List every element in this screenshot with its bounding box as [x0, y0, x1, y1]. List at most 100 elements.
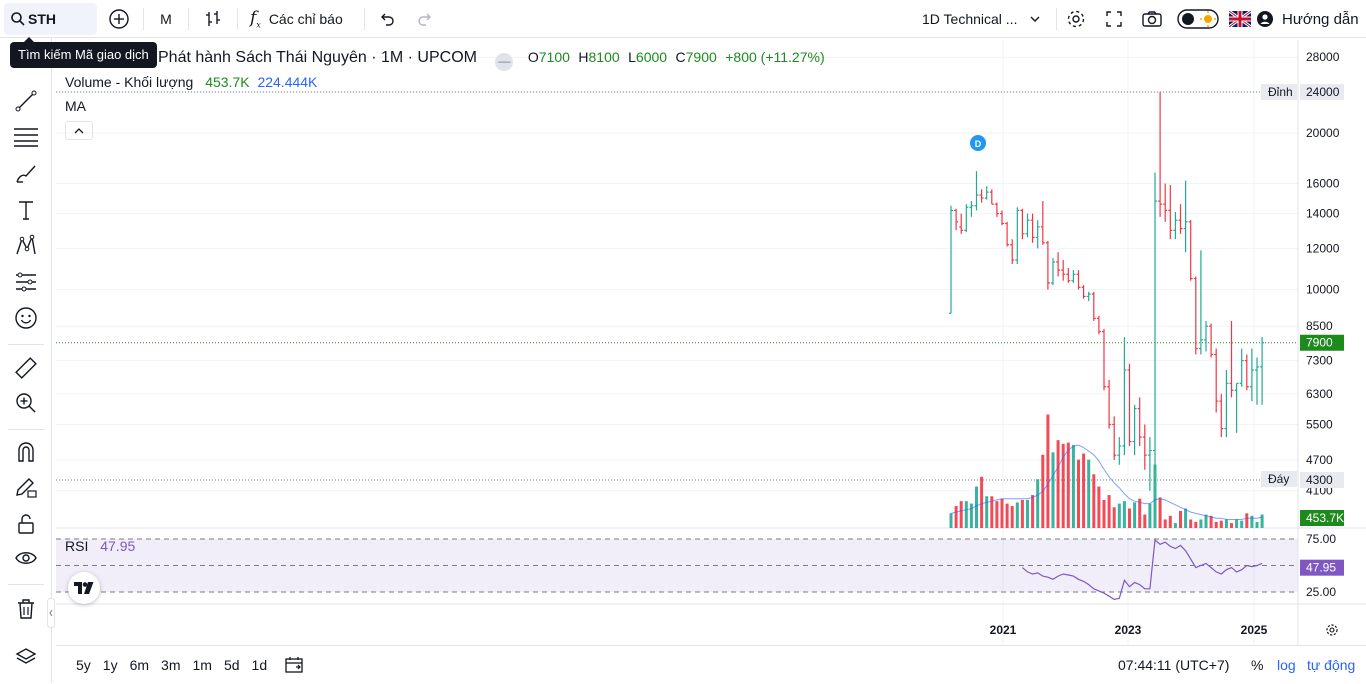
toolbar-collapse-handle[interactable]	[47, 598, 55, 628]
symbol-search-button[interactable]: STH	[4, 3, 97, 35]
range-button-1m[interactable]: 1m	[192, 657, 212, 673]
axis-settings-icon	[1326, 624, 1338, 636]
theme-toggle[interactable]	[1177, 0, 1219, 38]
ohlc-bar	[1168, 184, 1173, 240]
range-button-3m[interactable]: 3m	[161, 657, 181, 673]
volume-bar	[1082, 453, 1086, 528]
last-volume-badge-bg	[1300, 510, 1344, 526]
symbol-label: STH	[28, 11, 56, 27]
bottom-toolbar: 5y 1y 6m 3m 1m 5d 1d 07:44:11 (UTC+7) % log tự…	[56, 645, 1366, 683]
redo-icon	[418, 13, 431, 26]
settings-button[interactable]	[1065, 0, 1087, 38]
volume-bar	[1224, 519, 1228, 528]
hide-drawings-tool[interactable]	[12, 544, 40, 572]
range-button-1d[interactable]: 1d	[251, 657, 268, 673]
ohlc-bar	[1158, 92, 1163, 217]
undo-button[interactable]	[377, 0, 397, 38]
ruler-icon	[15, 357, 37, 379]
volume-bar	[1010, 506, 1014, 528]
ohlc-bar	[1132, 404, 1137, 456]
prediction-tool[interactable]	[12, 268, 40, 296]
volume-bar	[1112, 507, 1116, 528]
volume-bar	[1148, 503, 1152, 528]
auto-scale-toggle[interactable]: tự động	[1307, 657, 1356, 673]
collapse-legend-button[interactable]	[65, 121, 93, 140]
trendline-tool[interactable]	[12, 87, 40, 115]
range-button-1y[interactable]: 1y	[102, 657, 118, 673]
layout-select[interactable]: 1D Technical ...	[922, 0, 1041, 38]
high-value: 8100	[588, 49, 620, 65]
volume-bar	[1000, 498, 1004, 528]
magnet-icon	[18, 442, 34, 462]
trough-tag-bg	[1261, 471, 1297, 487]
ohlc-bar	[1025, 213, 1030, 238]
trendline-icon	[15, 90, 37, 112]
object-tree-tool[interactable]	[12, 643, 40, 671]
legend-menu-icon[interactable]: —	[495, 53, 514, 71]
ruler-tool[interactable]	[12, 354, 40, 382]
news-marker: D	[970, 135, 986, 151]
volume-bar	[1219, 520, 1223, 528]
clock-readout[interactable]: 07:44:11 (UTC+7)	[1118, 657, 1230, 673]
undo-icon	[381, 13, 394, 26]
range-button-5d[interactable]: 5d	[223, 657, 240, 673]
tv-logo-icon	[74, 582, 94, 594]
last-volume-badge: 453.7K	[1300, 510, 1344, 526]
ma-legend: MA	[65, 98, 90, 114]
price-tick-label: 6300	[1306, 387, 1333, 401]
remove-drawings-tool[interactable]	[12, 595, 40, 623]
interval-button[interactable]: M	[154, 0, 178, 38]
lock-tool[interactable]	[12, 510, 40, 538]
redo-button[interactable]	[415, 0, 435, 38]
volume-bar	[1077, 459, 1080, 528]
time-tick-label: 2023	[1115, 623, 1142, 637]
ohlc-bar	[994, 202, 999, 217]
zoom-tool[interactable]	[12, 389, 40, 417]
brush-tool[interactable]	[12, 160, 40, 188]
snapshot-button[interactable]	[1140, 0, 1164, 38]
chart-type-button[interactable]	[200, 0, 226, 38]
percent-toggle[interactable]: %	[1251, 657, 1264, 673]
indicators-button[interactable]: fx Các chỉ báo	[250, 0, 343, 38]
fib-tool[interactable]	[12, 123, 40, 151]
range-button-5y[interactable]: 5y	[76, 657, 91, 673]
volume-bar	[1163, 519, 1167, 528]
ohlc-bar	[1183, 180, 1188, 253]
fullscreen-button[interactable]	[1103, 0, 1125, 38]
volume-bar	[980, 476, 984, 528]
pattern-tool[interactable]	[12, 232, 40, 260]
news-marker-text: D	[975, 139, 982, 149]
compare-symbol-button[interactable]	[107, 0, 131, 38]
ohlc-bar	[1081, 285, 1086, 299]
text-icon	[19, 201, 33, 220]
go-to-date-button[interactable]	[284, 646, 306, 684]
language-button[interactable]	[1229, 0, 1251, 38]
emoji-tool[interactable]	[12, 304, 40, 332]
volume-ma-value: 224.444K	[257, 74, 318, 90]
range-button-6m[interactable]: 6m	[129, 657, 150, 673]
ohlc-bar	[1040, 201, 1045, 245]
volume-bar	[1020, 499, 1024, 528]
camera-icon	[1142, 11, 1162, 27]
volume-bar	[1005, 503, 1009, 528]
tradingview-logo[interactable]	[68, 572, 100, 604]
trough-value-badge: 4300	[1300, 472, 1344, 488]
layout-name: 1D Technical ...	[922, 11, 1018, 27]
price-axis: 28000 20000 16000 14000 12000 10000 8500 7300 63…	[1261, 40, 1344, 645]
ohlc-bar	[1112, 416, 1117, 460]
parallel-lines-icon	[14, 128, 38, 147]
volume-bar	[949, 513, 953, 528]
stay-drawing-tool[interactable]	[12, 474, 40, 502]
text-tool[interactable]	[12, 196, 40, 224]
price-chart[interactable]: D 28000 20000 16000 14000 12000 10000 8500 7300…	[56, 40, 1366, 645]
rsi-tick-label: 25.00	[1306, 585, 1336, 599]
ohlc-bar	[1096, 315, 1101, 335]
magnet-tool[interactable]	[12, 438, 40, 466]
volume-bar	[1107, 495, 1111, 528]
log-toggle[interactable]: log	[1277, 657, 1296, 673]
low-label: L	[628, 49, 636, 65]
volume-bar	[1240, 520, 1244, 528]
peak-tag: Đỉnh	[1261, 84, 1297, 100]
help-button[interactable]: Hướng dẫn	[1257, 0, 1359, 38]
trash-icon	[18, 599, 34, 619]
